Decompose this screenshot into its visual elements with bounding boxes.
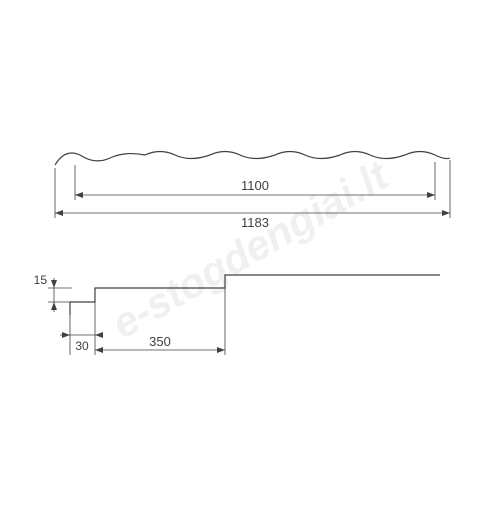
side-dimensions: 15 30 350 xyxy=(34,273,225,355)
dim-350: 350 xyxy=(149,334,171,349)
dim-15: 15 xyxy=(34,273,48,287)
side-step-profile xyxy=(70,275,440,315)
dim-1183: 1183 xyxy=(241,215,269,230)
dim-30: 30 xyxy=(75,339,89,353)
top-wave-profile xyxy=(55,152,450,166)
technical-drawing: 1100 1183 15 30 350 xyxy=(0,0,500,500)
dim-1100: 1100 xyxy=(241,178,269,193)
top-dimensions: 1100 1183 xyxy=(55,160,450,230)
